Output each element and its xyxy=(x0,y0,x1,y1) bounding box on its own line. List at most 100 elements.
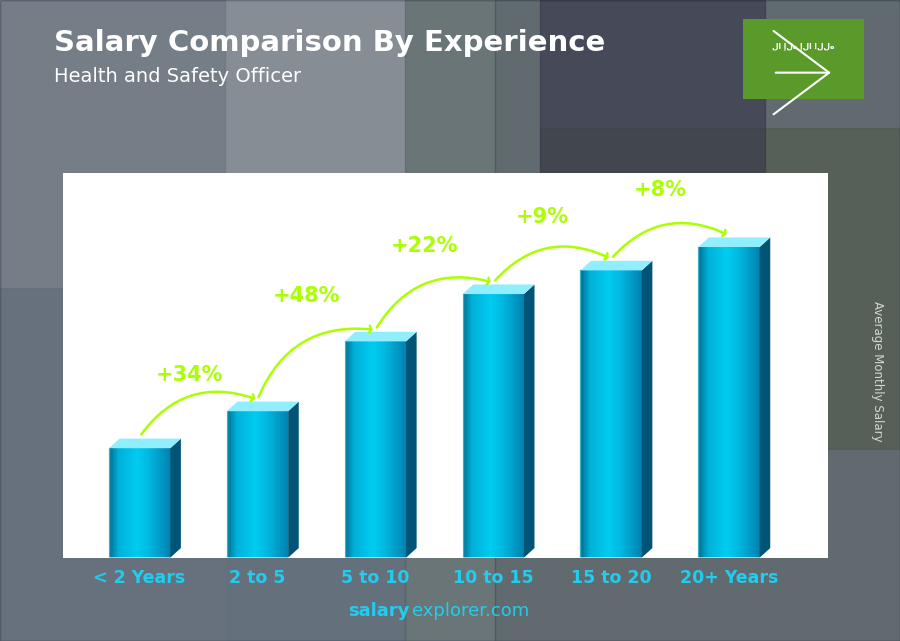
Bar xyxy=(266,412,267,558)
Bar xyxy=(365,342,366,558)
Bar xyxy=(496,294,497,558)
Bar xyxy=(375,342,376,558)
Bar xyxy=(725,247,726,558)
Bar xyxy=(625,271,626,558)
Bar xyxy=(471,294,472,558)
Bar xyxy=(263,412,264,558)
Bar xyxy=(522,294,524,558)
Bar xyxy=(347,342,348,558)
Bar xyxy=(465,294,467,558)
Bar xyxy=(146,448,147,558)
Bar xyxy=(248,412,249,558)
Text: Salary Comparison By Experience: Salary Comparison By Experience xyxy=(54,29,605,57)
Bar xyxy=(348,342,350,558)
Bar xyxy=(501,294,503,558)
Bar xyxy=(478,294,479,558)
Bar xyxy=(145,448,146,558)
Bar xyxy=(267,412,268,558)
Bar xyxy=(747,247,748,558)
Bar xyxy=(476,294,478,558)
Bar xyxy=(163,448,164,558)
Bar xyxy=(492,294,493,558)
Bar xyxy=(507,294,508,558)
Bar xyxy=(280,412,281,558)
Text: Health and Safety Officer: Health and Safety Officer xyxy=(54,67,302,87)
Bar xyxy=(400,342,401,558)
Bar xyxy=(585,271,586,558)
Bar xyxy=(250,412,252,558)
Bar xyxy=(378,342,379,558)
Bar xyxy=(590,271,591,558)
Bar xyxy=(613,271,614,558)
Bar xyxy=(227,412,228,558)
Bar xyxy=(142,448,143,558)
Bar xyxy=(629,271,631,558)
Bar xyxy=(621,271,622,558)
Bar xyxy=(372,342,373,558)
Bar xyxy=(518,294,519,558)
Bar xyxy=(726,247,728,558)
Bar xyxy=(354,342,355,558)
Bar xyxy=(475,294,476,558)
Bar xyxy=(588,271,590,558)
Bar xyxy=(759,247,760,558)
Bar xyxy=(362,342,363,558)
Bar xyxy=(363,342,365,558)
Bar xyxy=(230,412,232,558)
Bar xyxy=(707,247,708,558)
Bar xyxy=(254,412,255,558)
Bar xyxy=(271,412,273,558)
Bar xyxy=(583,271,584,558)
Bar xyxy=(350,342,351,558)
Text: +22%: +22% xyxy=(392,236,459,256)
Bar xyxy=(377,342,378,558)
Bar xyxy=(287,412,289,558)
Text: explorer.com: explorer.com xyxy=(412,603,529,620)
Bar xyxy=(588,271,589,558)
Bar xyxy=(471,294,473,558)
Bar xyxy=(749,247,750,558)
Bar xyxy=(506,294,507,558)
Bar xyxy=(389,342,391,558)
Bar xyxy=(630,271,632,558)
Bar xyxy=(260,412,261,558)
Bar xyxy=(368,342,370,558)
Bar xyxy=(757,247,758,558)
Bar xyxy=(736,247,737,558)
Bar xyxy=(600,271,601,558)
Bar xyxy=(477,294,478,558)
Bar xyxy=(285,412,286,558)
Bar xyxy=(624,271,625,558)
Bar xyxy=(470,294,471,558)
Bar xyxy=(623,271,624,558)
Bar xyxy=(238,412,239,558)
Bar xyxy=(259,412,260,558)
Bar xyxy=(743,247,744,558)
Bar xyxy=(112,448,113,558)
Bar xyxy=(756,247,757,558)
Bar xyxy=(604,271,605,558)
Bar xyxy=(402,342,403,558)
Bar xyxy=(716,247,717,558)
Bar xyxy=(112,448,114,558)
Polygon shape xyxy=(760,237,770,558)
Bar xyxy=(138,448,140,558)
Bar xyxy=(726,247,727,558)
Bar xyxy=(499,294,500,558)
Bar xyxy=(622,271,623,558)
Bar xyxy=(710,247,711,558)
Bar xyxy=(473,294,474,558)
Bar xyxy=(366,342,367,558)
Bar xyxy=(615,271,616,558)
Bar xyxy=(495,294,496,558)
Bar xyxy=(230,412,231,558)
Bar xyxy=(397,342,398,558)
Bar xyxy=(631,271,632,558)
Bar xyxy=(356,342,357,558)
Bar xyxy=(278,412,279,558)
Polygon shape xyxy=(642,261,652,558)
Bar xyxy=(723,247,724,558)
Bar xyxy=(511,294,512,558)
Text: 7,310 SAR: 7,310 SAR xyxy=(331,312,408,327)
Bar xyxy=(598,271,600,558)
